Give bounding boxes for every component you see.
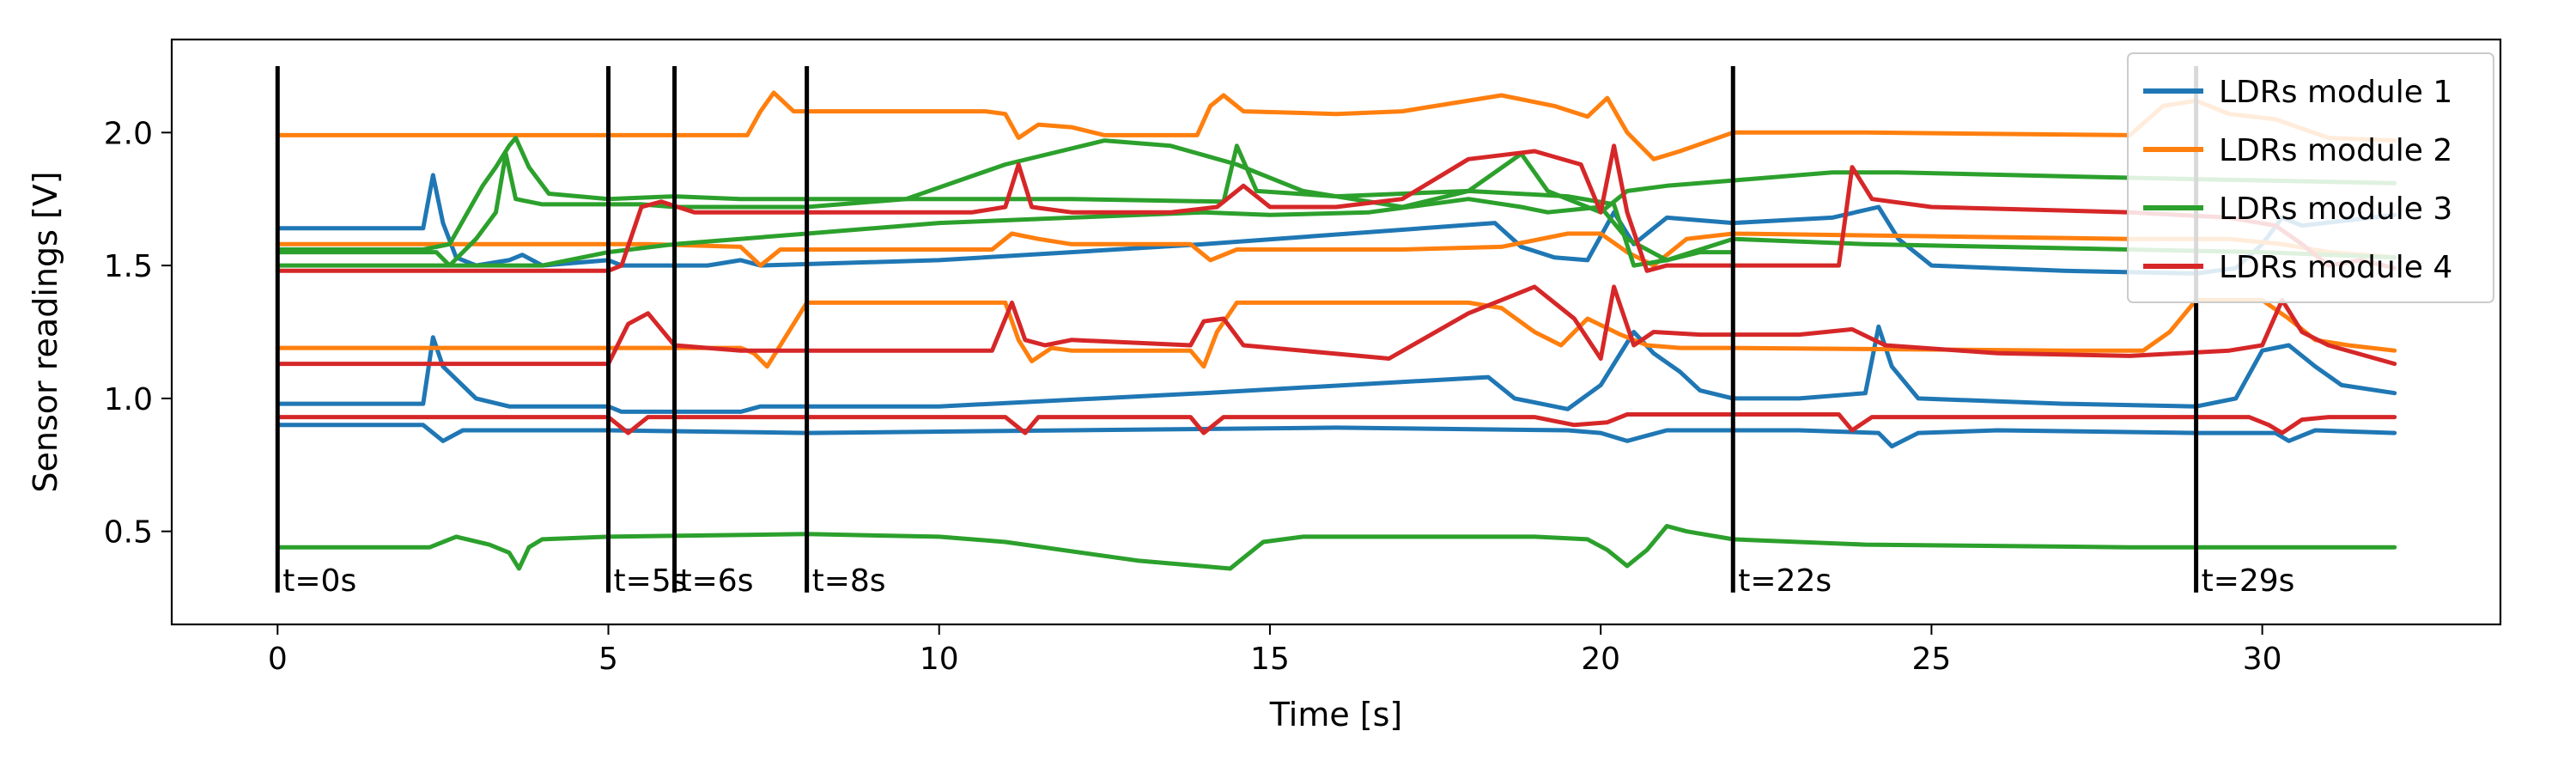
plot-frame (170, 38, 2502, 626)
y-tick-label-0.5: 0.5 (104, 515, 153, 551)
legend: LDRs module 1 LDRs module 2 LDRs module 3 L… (2127, 52, 2494, 303)
y-tick-label-1.5: 1.5 (104, 249, 153, 284)
series-line-module-4-trace-1 (275, 143, 2397, 273)
y-tick-label-1: 1.0 (104, 382, 153, 417)
series-line-module-1-trace-3 (275, 423, 2397, 449)
series-line-module-2-trace-2 (275, 231, 2397, 268)
x-tick-label-10: 10 (920, 642, 959, 677)
series-line-module-2-trace-3 (275, 297, 2397, 369)
x-tick-label-5: 5 (598, 642, 618, 677)
x-tick-label-25: 25 (1912, 642, 1952, 677)
event-label-t-22s: t=22s (1738, 563, 1832, 599)
legend-label-module-2: LDRs module 2 (2219, 133, 2452, 168)
series-line-module-3-trace-2 (275, 136, 2397, 268)
event-label-t-8s: t=8s (812, 563, 886, 599)
x-tick-label-0: 0 (268, 642, 288, 677)
x-tick-label-15: 15 (1250, 642, 1290, 677)
series-layer (275, 90, 2397, 571)
x-tick-label-20: 20 (1581, 642, 1620, 677)
x-tick-label-30: 30 (2243, 642, 2282, 677)
series-line-module-1-trace-1 (275, 173, 2397, 276)
event-label-t-29s: t=29s (2202, 563, 2295, 599)
y-tick-label-2: 2.0 (104, 116, 153, 151)
legend-box (2127, 52, 2494, 303)
series-line-module-3-trace-1 (275, 524, 2397, 571)
legend-label-module-4: LDRs module 4 (2219, 250, 2452, 285)
event-label-t-0s: t=0s (283, 563, 356, 599)
series-line-module-3-trace-3 (275, 138, 2397, 268)
x-axis-label: Time [s] (1269, 696, 1403, 733)
event-markers: t=0s t=5st=6s t=8s t=22s t=29s (275, 65, 2295, 599)
legend-label-module-1: LDRs module 1 (2219, 75, 2452, 110)
series-line-module-3-trace-4 (275, 197, 1735, 268)
event-label-t-6s: t=6s (680, 563, 754, 599)
axis-ticks: 0 5 10 15 20 25 30 0.5 1.0 1.5 2.0 (104, 116, 2282, 677)
y-axis-label: Sensor readings [V] (27, 171, 64, 492)
series-line-module-4-trace-3 (275, 412, 2397, 435)
series-line-module-4-trace-2 (275, 284, 2397, 367)
legend-label-module-3: LDRs module 3 (2219, 192, 2452, 227)
